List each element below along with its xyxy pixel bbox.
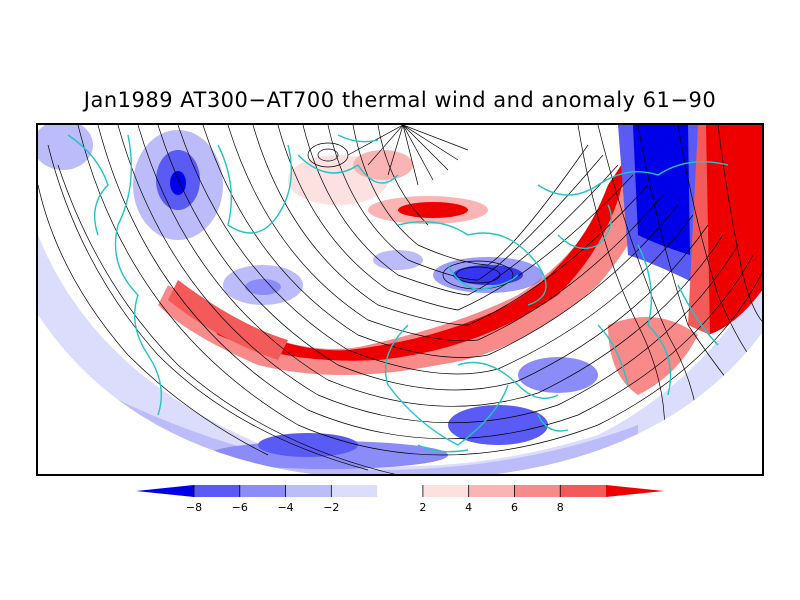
colorbar — [136, 485, 664, 497]
colorbar-tick-label: 4 — [465, 501, 473, 514]
colorbar-segment — [331, 485, 378, 497]
colorbar-tick-label: −6 — [231, 501, 248, 514]
colorbar-segment — [377, 485, 424, 497]
colorbar-tick-label: −8 — [185, 501, 203, 514]
colorbar-segment — [194, 485, 241, 497]
colorbar-segment — [468, 485, 515, 497]
anomaly-map — [38, 125, 762, 474]
colorbar-segment — [285, 485, 332, 497]
colorbar-segment — [560, 485, 607, 497]
map-title: Jan1989 AT300−AT700 thermal wind and ano… — [83, 88, 717, 112]
colorbar-tick-label: −2 — [323, 501, 340, 514]
colorbar-segment — [514, 485, 561, 497]
colorbar-tick-label: 8 — [556, 501, 564, 514]
coastlines — [67, 134, 729, 453]
colorbar-tick-label: 6 — [510, 501, 518, 514]
colorbar-arrow-right — [606, 485, 664, 497]
polar-map-panel — [36, 123, 764, 476]
colorbar-segments — [136, 485, 664, 497]
colorbar-segment — [239, 485, 287, 497]
colorbar-arrow-left — [136, 485, 194, 497]
colorbar-segment — [422, 485, 470, 497]
colorbar-ticks — [193, 485, 561, 497]
colorbar-tick-label: −4 — [277, 501, 294, 514]
colorbar-tick-label: 2 — [419, 501, 427, 514]
